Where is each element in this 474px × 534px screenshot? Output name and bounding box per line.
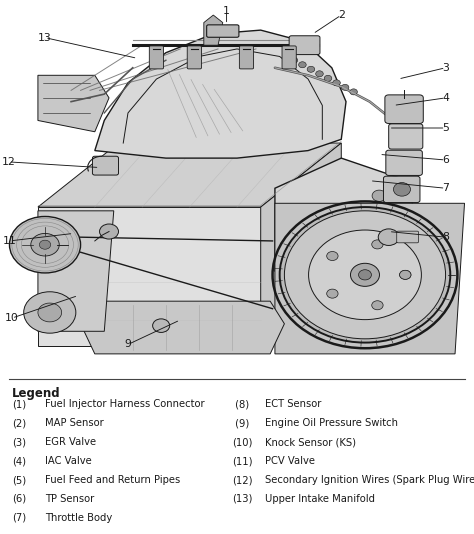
FancyBboxPatch shape (386, 150, 422, 176)
Text: 13: 13 (38, 33, 52, 43)
Text: (8): (8) (232, 399, 249, 410)
Text: 9: 9 (125, 340, 131, 349)
Circle shape (100, 224, 118, 239)
FancyBboxPatch shape (289, 36, 320, 54)
Circle shape (400, 270, 411, 279)
FancyBboxPatch shape (389, 124, 423, 149)
Text: PCV Valve: PCV Valve (265, 456, 315, 466)
FancyBboxPatch shape (149, 46, 164, 69)
FancyBboxPatch shape (239, 46, 254, 69)
FancyBboxPatch shape (397, 231, 419, 243)
Text: 7: 7 (442, 183, 449, 193)
Text: Secondary Ignition Wires (Spark Plug Wires): Secondary Ignition Wires (Spark Plug Wir… (265, 475, 474, 485)
Circle shape (350, 89, 357, 95)
Polygon shape (38, 207, 261, 347)
Text: 10: 10 (5, 313, 19, 323)
FancyBboxPatch shape (383, 176, 420, 202)
Circle shape (341, 84, 349, 90)
Circle shape (358, 270, 372, 280)
Text: 2: 2 (338, 10, 345, 20)
FancyBboxPatch shape (282, 46, 296, 69)
Circle shape (372, 220, 386, 232)
Polygon shape (275, 203, 465, 354)
Circle shape (350, 263, 380, 286)
Circle shape (309, 230, 421, 320)
Text: (13): (13) (232, 494, 253, 504)
Polygon shape (275, 158, 417, 294)
Text: (7): (7) (12, 513, 26, 523)
FancyBboxPatch shape (0, 0, 474, 376)
Text: (1): (1) (12, 399, 26, 410)
Circle shape (372, 190, 386, 201)
Text: 1: 1 (223, 5, 230, 15)
FancyBboxPatch shape (207, 25, 239, 37)
Circle shape (372, 240, 383, 249)
Text: (5): (5) (12, 475, 26, 485)
Text: (3): (3) (12, 437, 26, 447)
Polygon shape (38, 211, 114, 331)
Circle shape (38, 303, 62, 322)
Circle shape (333, 80, 340, 86)
Text: ECT Sensor: ECT Sensor (265, 399, 322, 410)
Text: 5: 5 (442, 123, 449, 133)
Text: EGR Valve: EGR Valve (45, 437, 96, 447)
Polygon shape (95, 30, 346, 158)
Polygon shape (38, 143, 341, 207)
Text: (4): (4) (12, 456, 26, 466)
Text: 8: 8 (442, 232, 449, 242)
Circle shape (9, 216, 81, 273)
Text: 3: 3 (442, 63, 449, 73)
Polygon shape (81, 301, 284, 354)
Text: (11): (11) (232, 456, 253, 466)
Text: Knock Sensor (KS): Knock Sensor (KS) (265, 437, 356, 447)
Text: Fuel Feed and Return Pipes: Fuel Feed and Return Pipes (45, 475, 180, 485)
Text: Fuel Injector Harness Connector: Fuel Injector Harness Connector (45, 399, 205, 410)
Circle shape (290, 57, 298, 63)
Text: 11: 11 (2, 236, 17, 246)
FancyBboxPatch shape (385, 95, 423, 123)
Text: (6): (6) (12, 494, 26, 504)
Circle shape (39, 240, 51, 249)
Text: 4: 4 (442, 93, 449, 103)
Text: Engine Oil Pressure Switch: Engine Oil Pressure Switch (265, 418, 399, 428)
Circle shape (24, 292, 76, 333)
Text: (10): (10) (232, 437, 253, 447)
Circle shape (400, 270, 411, 279)
Text: 12: 12 (1, 157, 16, 167)
Text: (12): (12) (232, 475, 253, 485)
Circle shape (372, 250, 386, 262)
Circle shape (324, 75, 332, 81)
Text: Legend: Legend (12, 387, 61, 399)
Circle shape (307, 66, 315, 72)
Circle shape (378, 229, 399, 246)
Circle shape (316, 71, 323, 77)
Polygon shape (204, 15, 223, 45)
Text: 6: 6 (442, 155, 449, 165)
Circle shape (327, 252, 338, 261)
Polygon shape (38, 75, 109, 132)
Circle shape (393, 183, 410, 196)
Circle shape (31, 233, 59, 256)
Circle shape (280, 207, 450, 343)
FancyBboxPatch shape (92, 156, 118, 175)
Polygon shape (261, 143, 341, 347)
Circle shape (153, 319, 170, 333)
Text: IAC Valve: IAC Valve (45, 456, 92, 466)
Text: (2): (2) (12, 418, 26, 428)
Circle shape (299, 62, 306, 68)
Circle shape (372, 301, 383, 310)
Circle shape (327, 289, 338, 298)
Text: Throttle Body: Throttle Body (45, 513, 112, 523)
FancyBboxPatch shape (187, 46, 201, 69)
Text: TP Sensor: TP Sensor (45, 494, 94, 504)
Text: Upper Intake Manifold: Upper Intake Manifold (265, 494, 375, 504)
Text: (9): (9) (232, 418, 249, 428)
Text: MAP Sensor: MAP Sensor (45, 418, 104, 428)
Circle shape (284, 211, 446, 339)
